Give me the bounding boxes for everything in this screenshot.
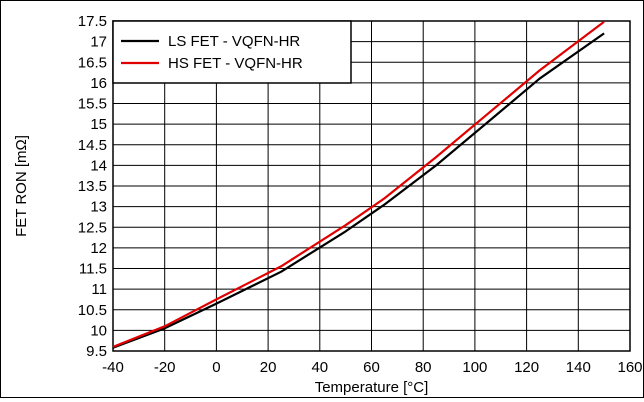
y-tick-label: 16.5: [78, 54, 107, 71]
series-line-1: [112, 32, 605, 349]
y-tick-label: 13.5: [78, 178, 107, 195]
x-tick-label: 120: [514, 359, 539, 376]
y-tick-label: 15: [90, 116, 107, 133]
x-axis-label: Temperature [°C]: [315, 379, 429, 396]
y-tick-label: 10.5: [78, 302, 107, 319]
legend-box: [112, 20, 352, 84]
x-tick-label: -20: [154, 359, 176, 376]
y-tick-label: 17.5: [78, 13, 107, 30]
x-tick-label: -40: [102, 359, 124, 376]
y-tick-label: 11: [91, 281, 107, 298]
x-tick-label: 20: [260, 359, 277, 376]
x-tick-label: 40: [311, 359, 328, 376]
y-tick-label: 17: [90, 34, 107, 51]
y-axis-label: FET RON [mΩ]: [13, 135, 30, 237]
y-tick-label: 16: [90, 75, 107, 92]
y-tick-label: 11.5: [79, 261, 107, 278]
x-tick-label: 140: [566, 359, 591, 376]
y-tick-label: 12: [90, 240, 107, 257]
y-tick-label: 9.5: [86, 343, 107, 360]
x-axis-ticks: -40 -20 0 20 40 60 80 100 120 140 160: [102, 359, 642, 376]
y-tick-label: 12.5: [78, 219, 107, 236]
x-tick-label: 160: [617, 359, 642, 376]
x-tick-label: 0: [212, 359, 220, 376]
legend: LS FET - VQFN-HR HS FET - VQFN-HR: [112, 20, 352, 84]
legend-label-2: HS FET - VQFN-HR: [168, 55, 303, 72]
y-tick-label: 14: [90, 157, 107, 174]
y-tick-label: 13: [90, 199, 107, 216]
y-tick-label: 14.5: [78, 137, 107, 154]
y-axis-ticks: 9.5 10 10.5 11 11.5 12 12.5 13 13.5 14 14.5 15 15.5 1…: [78, 13, 107, 360]
legend-label-1: LS FET - VQFN-HR: [168, 33, 300, 50]
plot-area: [112, 20, 631, 352]
series-layer: [112, 20, 605, 349]
x-tick-label: 80: [415, 359, 432, 376]
x-tick-label: 60: [363, 359, 380, 376]
y-tick-label: 15.5: [78, 96, 107, 113]
series-line-2: [112, 20, 605, 348]
x-tick-label: 100: [462, 359, 487, 376]
y-tick-label: 10: [90, 322, 107, 339]
